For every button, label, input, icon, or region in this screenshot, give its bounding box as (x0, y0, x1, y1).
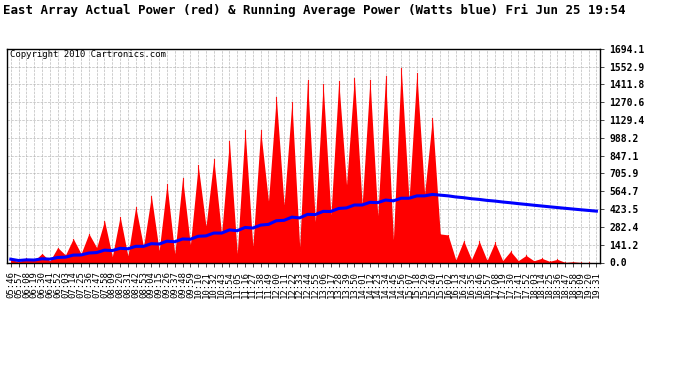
Text: East Array Actual Power (red) & Running Average Power (Watts blue) Fri Jun 25 19: East Array Actual Power (red) & Running … (3, 4, 626, 17)
Text: Copyright 2010 Cartronics.com: Copyright 2010 Cartronics.com (10, 50, 166, 59)
